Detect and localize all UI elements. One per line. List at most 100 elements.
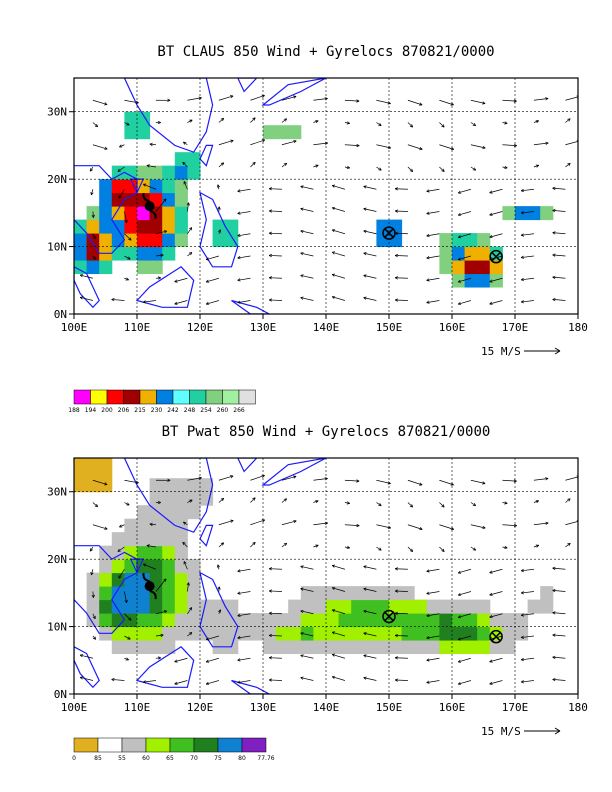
field-cell (86, 260, 100, 275)
wind-vector (118, 569, 125, 579)
wind-arrowhead (142, 300, 147, 304)
wind-vector (187, 582, 189, 592)
wind-arrowhead (189, 499, 193, 503)
wind-arrowhead (189, 119, 193, 123)
wind-arrowhead (363, 274, 367, 278)
wind-arrowhead (174, 659, 178, 663)
field-cell (464, 640, 478, 655)
wind-vector (458, 300, 471, 305)
field-cell (162, 532, 176, 547)
wind-vector (363, 252, 377, 257)
wind-arrowhead (293, 95, 297, 99)
wind-arrowhead (198, 96, 202, 100)
wind-vector (187, 202, 189, 212)
coastline (237, 78, 258, 93)
field-cell (99, 586, 113, 601)
field-cell (174, 505, 188, 520)
wind-vector (363, 677, 377, 681)
wind-arrowhead (552, 655, 556, 659)
chart-panel-pwat: BT Pwat 850 Wind + Gyrelocs 870821/0000 1… (47, 424, 588, 762)
wind-arrowhead (457, 279, 462, 283)
field-cell (111, 613, 125, 628)
field-cell (401, 586, 415, 601)
field-cell (124, 599, 138, 614)
field-cell (124, 111, 138, 126)
wind-vector (92, 122, 98, 128)
coastline (199, 571, 239, 648)
wind-arrowhead (489, 570, 493, 574)
field-cell (351, 613, 365, 628)
wind-arrowhead (111, 298, 115, 302)
wind-vector (552, 276, 566, 279)
field-cell (111, 586, 125, 601)
field-cell (137, 626, 151, 641)
wind-arrowhead (217, 586, 221, 590)
wind-arrowhead (552, 186, 556, 190)
wind-arrowhead (426, 278, 430, 282)
wind-arrowhead (567, 118, 571, 122)
coastline (123, 78, 214, 153)
wind-vector (489, 568, 503, 574)
field-cell (149, 626, 163, 641)
field-cell (502, 626, 516, 641)
field-cell (212, 626, 226, 641)
field-cell (187, 572, 201, 587)
typhoon-arm (149, 590, 157, 600)
typhoon-symbol-icon (144, 201, 155, 212)
wind-arrowhead (513, 99, 517, 103)
wind-vector (89, 546, 94, 552)
coastline (237, 458, 258, 473)
wind-vector (80, 654, 93, 659)
wind-vector (269, 299, 282, 301)
colorbar-label: 188 (68, 407, 80, 414)
wind-vector (250, 117, 256, 123)
wind-arrowhead (293, 519, 297, 524)
wind-arrowhead (230, 475, 234, 479)
wind-arrowhead (174, 279, 178, 283)
field-cell (389, 626, 403, 641)
wind-arrowhead (268, 276, 272, 280)
wind-arrowhead (124, 599, 128, 603)
field-cell (527, 206, 541, 221)
wind-arrowhead (504, 545, 508, 550)
wind-vector (269, 590, 282, 592)
field-cell (137, 125, 151, 140)
wind-arrowhead (230, 519, 234, 523)
field-cell (149, 179, 163, 194)
x-tick-label: 130E (250, 321, 277, 334)
field-cell (137, 246, 151, 261)
field-cell (464, 626, 478, 641)
field-cell (187, 599, 201, 614)
x-tick-label: 160E (439, 321, 466, 334)
wind-arrowhead (356, 479, 360, 483)
wind-vector (269, 679, 282, 681)
wind-vector (533, 142, 549, 146)
wind-vector (80, 274, 93, 279)
field-cell (389, 640, 403, 655)
wind-vector (187, 499, 193, 503)
field-cell (212, 613, 226, 628)
wind-arrowhead (331, 609, 336, 613)
wind-vector (250, 475, 265, 481)
field-cell (275, 626, 289, 641)
field-cell (187, 626, 201, 641)
wind-arrowhead (356, 99, 360, 103)
colorbar-label: 215 (134, 407, 146, 414)
field-cell (174, 532, 188, 547)
wind-arrowhead (346, 121, 350, 125)
wind-vector (470, 99, 486, 104)
wind-vector (376, 479, 391, 484)
wind-vector (344, 99, 360, 102)
coastline (135, 266, 195, 308)
field-cell (351, 626, 365, 641)
wind-vector (458, 657, 471, 663)
wind-vector (281, 96, 297, 101)
colorbar-label: 65 (166, 755, 174, 762)
wind-vector (300, 632, 314, 637)
wind-vector (124, 591, 127, 603)
wind-arrowhead (331, 586, 336, 590)
colorbar: 188 194 200 206 215 230 242 248 254 260 266 (68, 389, 256, 414)
wind-vector (565, 141, 578, 146)
field-cell (288, 613, 302, 628)
field-cell (212, 219, 226, 234)
